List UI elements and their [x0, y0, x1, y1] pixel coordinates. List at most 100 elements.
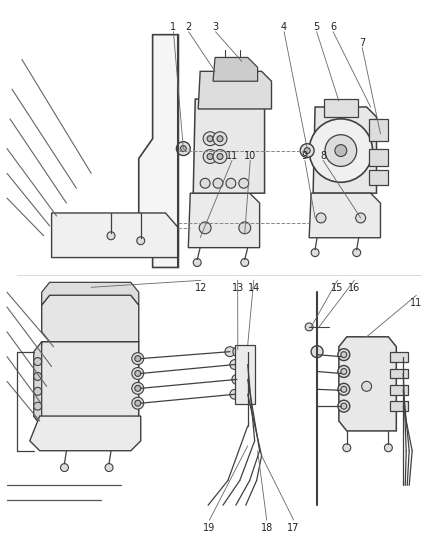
Circle shape: [338, 349, 350, 361]
Bar: [369, 171, 389, 185]
Bar: [369, 119, 389, 141]
Circle shape: [338, 366, 350, 377]
Text: 2: 2: [186, 22, 192, 32]
Circle shape: [34, 358, 42, 366]
Circle shape: [217, 136, 223, 142]
Text: 11: 11: [226, 150, 238, 160]
Circle shape: [137, 237, 145, 245]
Polygon shape: [42, 295, 139, 342]
Bar: [390, 401, 408, 411]
Polygon shape: [188, 193, 260, 248]
Circle shape: [34, 402, 42, 410]
Circle shape: [241, 259, 249, 266]
Circle shape: [34, 387, 42, 395]
Text: 8: 8: [320, 150, 326, 160]
Text: 10: 10: [244, 150, 256, 160]
Polygon shape: [193, 99, 265, 193]
Circle shape: [233, 347, 243, 357]
Circle shape: [193, 259, 201, 266]
Text: 6: 6: [330, 22, 336, 32]
Circle shape: [309, 119, 373, 182]
Text: 7: 7: [359, 38, 365, 47]
Circle shape: [217, 154, 223, 159]
Circle shape: [132, 368, 144, 379]
Circle shape: [341, 403, 347, 409]
Circle shape: [135, 385, 141, 391]
Circle shape: [238, 360, 248, 369]
Circle shape: [239, 179, 249, 188]
Circle shape: [385, 444, 392, 452]
Text: 18: 18: [261, 523, 273, 533]
Circle shape: [213, 132, 227, 146]
Circle shape: [239, 222, 251, 234]
Circle shape: [60, 464, 68, 472]
Circle shape: [338, 383, 350, 395]
Text: 19: 19: [203, 523, 215, 533]
Circle shape: [230, 360, 240, 369]
Circle shape: [353, 249, 360, 256]
Circle shape: [105, 464, 113, 472]
Circle shape: [341, 352, 347, 358]
Text: 16: 16: [348, 283, 360, 293]
Text: 4: 4: [281, 22, 287, 32]
Text: 13: 13: [232, 283, 244, 293]
Circle shape: [356, 213, 366, 223]
Bar: [369, 149, 389, 166]
Circle shape: [34, 373, 42, 381]
Polygon shape: [339, 337, 396, 431]
Bar: [235, 345, 254, 404]
Circle shape: [200, 179, 210, 188]
Circle shape: [180, 146, 186, 151]
Circle shape: [325, 135, 357, 166]
Circle shape: [341, 386, 347, 392]
Text: 14: 14: [247, 283, 260, 293]
Circle shape: [311, 346, 323, 358]
Polygon shape: [34, 342, 42, 426]
Circle shape: [305, 323, 313, 331]
Circle shape: [300, 143, 314, 158]
Circle shape: [238, 389, 248, 399]
Polygon shape: [34, 342, 139, 426]
Circle shape: [338, 400, 350, 412]
Circle shape: [203, 132, 217, 146]
Text: 17: 17: [287, 523, 300, 533]
Circle shape: [213, 179, 223, 188]
Polygon shape: [313, 107, 377, 193]
Text: 9: 9: [302, 150, 308, 160]
Text: 15: 15: [331, 283, 344, 293]
Polygon shape: [139, 35, 178, 268]
Circle shape: [199, 222, 211, 234]
Circle shape: [230, 389, 240, 399]
Polygon shape: [213, 58, 258, 81]
Circle shape: [135, 356, 141, 361]
Circle shape: [341, 368, 347, 375]
Bar: [390, 385, 408, 395]
Polygon shape: [42, 282, 139, 305]
Text: 1: 1: [170, 22, 177, 32]
Circle shape: [213, 150, 227, 164]
Circle shape: [132, 353, 144, 365]
Circle shape: [135, 370, 141, 376]
Circle shape: [225, 347, 235, 357]
Circle shape: [232, 375, 242, 384]
Circle shape: [226, 179, 236, 188]
Circle shape: [304, 148, 310, 154]
Circle shape: [343, 444, 351, 452]
Circle shape: [311, 249, 319, 256]
Circle shape: [207, 154, 213, 159]
Circle shape: [362, 382, 371, 391]
Text: 3: 3: [212, 22, 219, 32]
Circle shape: [135, 400, 141, 406]
Text: 11: 11: [410, 298, 423, 308]
Text: 5: 5: [314, 22, 320, 32]
Circle shape: [132, 397, 144, 409]
Circle shape: [132, 382, 144, 394]
Bar: [390, 368, 408, 378]
Circle shape: [203, 150, 217, 164]
Circle shape: [107, 232, 115, 240]
Circle shape: [316, 213, 326, 223]
Circle shape: [177, 142, 190, 156]
Circle shape: [240, 375, 250, 384]
Polygon shape: [309, 193, 381, 238]
Circle shape: [335, 144, 347, 157]
